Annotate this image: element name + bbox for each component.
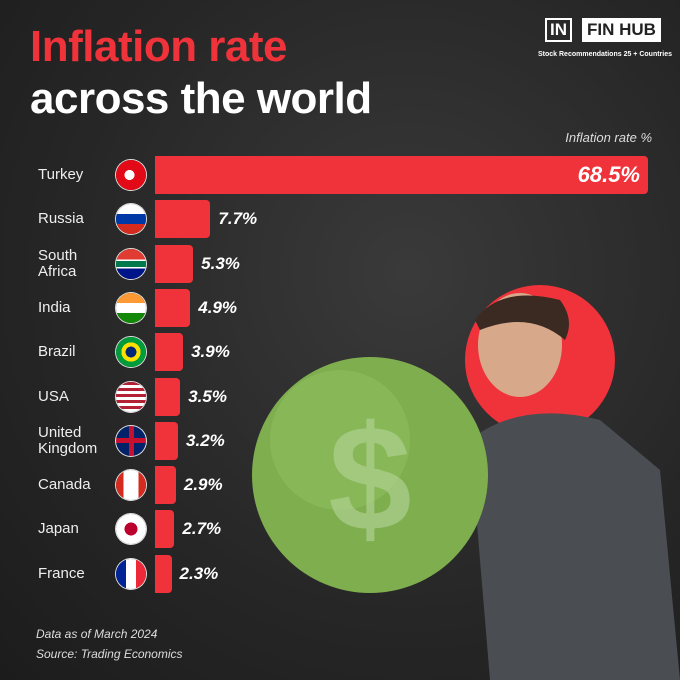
flag bbox=[116, 248, 146, 279]
note: Data as of March 2024 bbox=[36, 627, 158, 641]
bar bbox=[155, 466, 176, 505]
category-label: Turkey bbox=[38, 166, 84, 183]
hair bbox=[475, 295, 569, 340]
bar bbox=[155, 244, 194, 283]
category-label: Russia bbox=[38, 210, 84, 228]
value-label: 2.3% bbox=[179, 563, 219, 583]
brand-mark: IN bbox=[545, 18, 572, 42]
value-label: 4.9% bbox=[198, 297, 238, 317]
value-label: 68.5% bbox=[577, 162, 640, 187]
category-label: Japan bbox=[38, 520, 79, 538]
value-label: 3.9% bbox=[191, 342, 230, 362]
category-label: United Kingdom bbox=[38, 423, 98, 457]
bar bbox=[155, 200, 211, 239]
bar bbox=[155, 421, 179, 460]
bar bbox=[155, 554, 172, 593]
value-label: 7.7% bbox=[218, 209, 258, 229]
value-label: 2.9% bbox=[183, 475, 223, 495]
flag bbox=[116, 160, 146, 190]
title-line: across the world bbox=[30, 74, 372, 123]
brand-name: FIN HUB bbox=[582, 18, 661, 42]
suit bbox=[470, 413, 680, 680]
value-label: 5.3% bbox=[201, 253, 240, 273]
value-label: 3.2% bbox=[186, 430, 225, 450]
category-label: USA bbox=[38, 387, 69, 405]
balloon-shine bbox=[270, 370, 410, 510]
flag bbox=[116, 381, 146, 412]
category-label: South Africa bbox=[38, 246, 78, 280]
flag bbox=[116, 425, 146, 456]
flag bbox=[116, 337, 146, 368]
axis-label: Inflation rate % bbox=[565, 130, 652, 145]
flag bbox=[116, 292, 146, 323]
category-label: India bbox=[38, 298, 71, 316]
bar bbox=[155, 333, 184, 372]
category-label: Canada bbox=[38, 476, 91, 494]
bar bbox=[155, 156, 648, 194]
bar bbox=[155, 510, 175, 549]
note: Source: Trading Economics bbox=[36, 647, 183, 661]
flag bbox=[116, 470, 146, 501]
flag bbox=[116, 514, 146, 545]
category-label: France bbox=[38, 564, 85, 582]
flag bbox=[116, 558, 146, 589]
title-line: Inflation rate bbox=[30, 22, 288, 71]
category-label: Brazil bbox=[38, 343, 76, 361]
dollar-icon: $ bbox=[328, 394, 411, 562]
value-label: 2.7% bbox=[182, 519, 222, 539]
bar bbox=[155, 377, 181, 416]
flag bbox=[116, 204, 146, 235]
brand-tagline: Stock Recommendations 25 + Countries bbox=[538, 51, 673, 58]
value-label: 3.5% bbox=[188, 386, 227, 406]
bar bbox=[155, 288, 191, 327]
